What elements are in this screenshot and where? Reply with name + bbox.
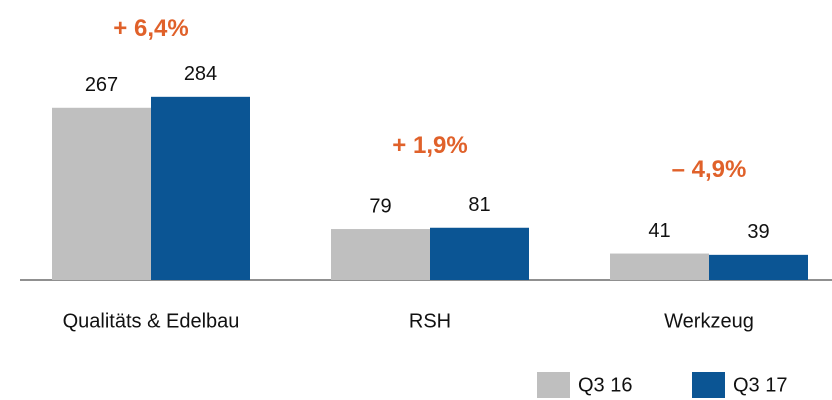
value-label: 79 <box>369 195 391 217</box>
value-label: 81 <box>468 194 490 216</box>
legend-label: Q3 17 <box>733 374 787 396</box>
value-label: 284 <box>184 63 217 85</box>
annotation: + 6,4% <box>113 15 188 42</box>
annotation: – 4,9% <box>672 156 747 183</box>
bar <box>331 229 430 280</box>
annotation: + 1,9% <box>392 132 467 159</box>
bar <box>430 227 529 280</box>
category-label: Qualitäts & Edelbau <box>63 310 240 332</box>
bar <box>151 96 250 280</box>
value-label: 267 <box>85 74 118 96</box>
legend-swatch <box>692 372 725 398</box>
value-label: 39 <box>747 221 769 243</box>
bar <box>610 253 709 280</box>
category-label: RSH <box>409 310 451 332</box>
bar <box>52 107 151 280</box>
legend-swatch <box>537 372 570 398</box>
value-label: 41 <box>648 220 670 242</box>
category-label: Werkzeug <box>664 310 754 332</box>
bar <box>709 254 808 280</box>
legend-label: Q3 16 <box>578 374 632 396</box>
